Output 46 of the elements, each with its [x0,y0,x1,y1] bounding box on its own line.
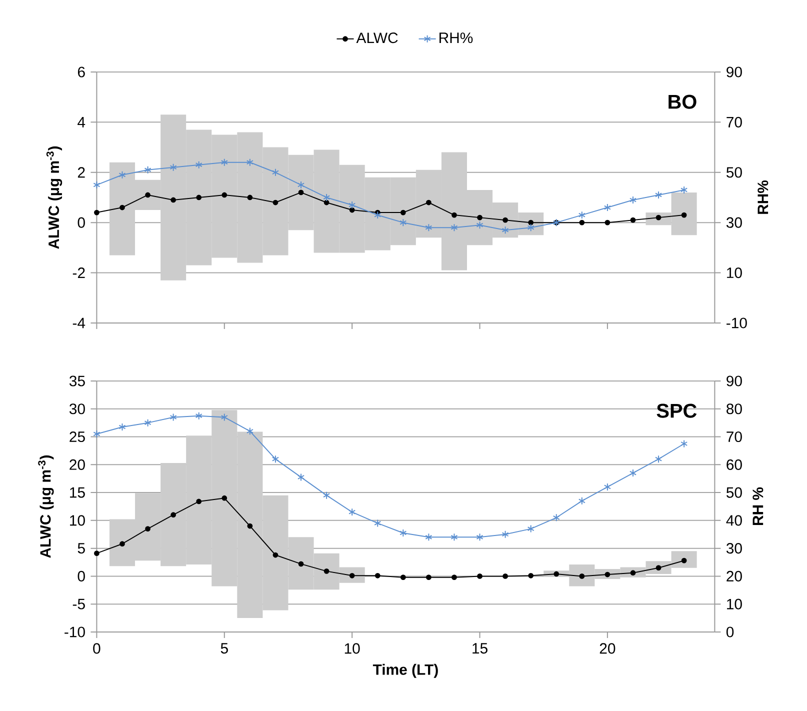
y2-tick-label: 50 [726,487,742,498]
y2-tick-label: 70 [726,431,742,442]
y2-tick-label: 10 [727,267,742,278]
y2-tick-label: 90 [726,376,742,386]
y-axis-title: ALWC (μg m$^{-3}$) [46,146,62,249]
y2-tick-label: 0 [726,626,734,638]
y-tick-label: -4 [72,318,86,328]
x-tick-label: 0 [93,643,100,654]
y-tick-label: 0 [78,217,85,228]
x-tick-label: 20 [600,643,616,654]
y-tick-label: 4 [78,117,86,128]
y-tick-label: -2 [72,268,85,278]
y2-tick-label: 90 [726,66,742,78]
x-tick-label: 15 [472,643,488,654]
y2-tick-label: 50 [726,167,742,178]
y-tick-label: 35 [69,376,85,386]
y2-tick-label: 20 [726,570,742,582]
y-tick-label: 15 [70,487,85,498]
x-tick-label: 5 [220,643,228,654]
y2-tick-label: 80 [726,404,742,414]
y2-tick-label: 70 [726,116,742,128]
legend-label: RH% [440,32,473,44]
y2-axis-title: RH% [758,180,768,214]
y-axis-title: ALWC (μg m$^{-3}$) [38,455,54,558]
y-tick-label: 0 [78,570,85,582]
y2-tick-label: 10 [727,598,742,610]
y2-tick-label: 30 [726,543,742,554]
y-tick-label: -10 [64,626,85,638]
text: BO [668,94,696,109]
y-tick-label: -5 [72,598,85,610]
y2-tick-label: 40 [726,515,742,526]
y2-tick-label: -10 [726,318,747,328]
y-tick-label: 20 [70,459,85,470]
y-tick-label: 6 [78,66,85,78]
y-tick-label: 5 [78,543,85,554]
y2-tick-label: 30 [726,217,742,228]
y-tick-label: 2 [78,167,85,178]
x-tick-label: 10 [344,643,360,654]
y-tick-label: 30 [69,404,85,414]
y-tick-label: 25 [70,431,85,442]
text: SPC [656,404,697,418]
y2-tick-label: 60 [726,459,742,470]
y-tick-label: 10 [70,515,85,526]
x-axis-title: Time (LT) [372,664,438,678]
y2-axis-title: RH % [752,487,764,525]
legend-label: ALWC [356,32,398,44]
